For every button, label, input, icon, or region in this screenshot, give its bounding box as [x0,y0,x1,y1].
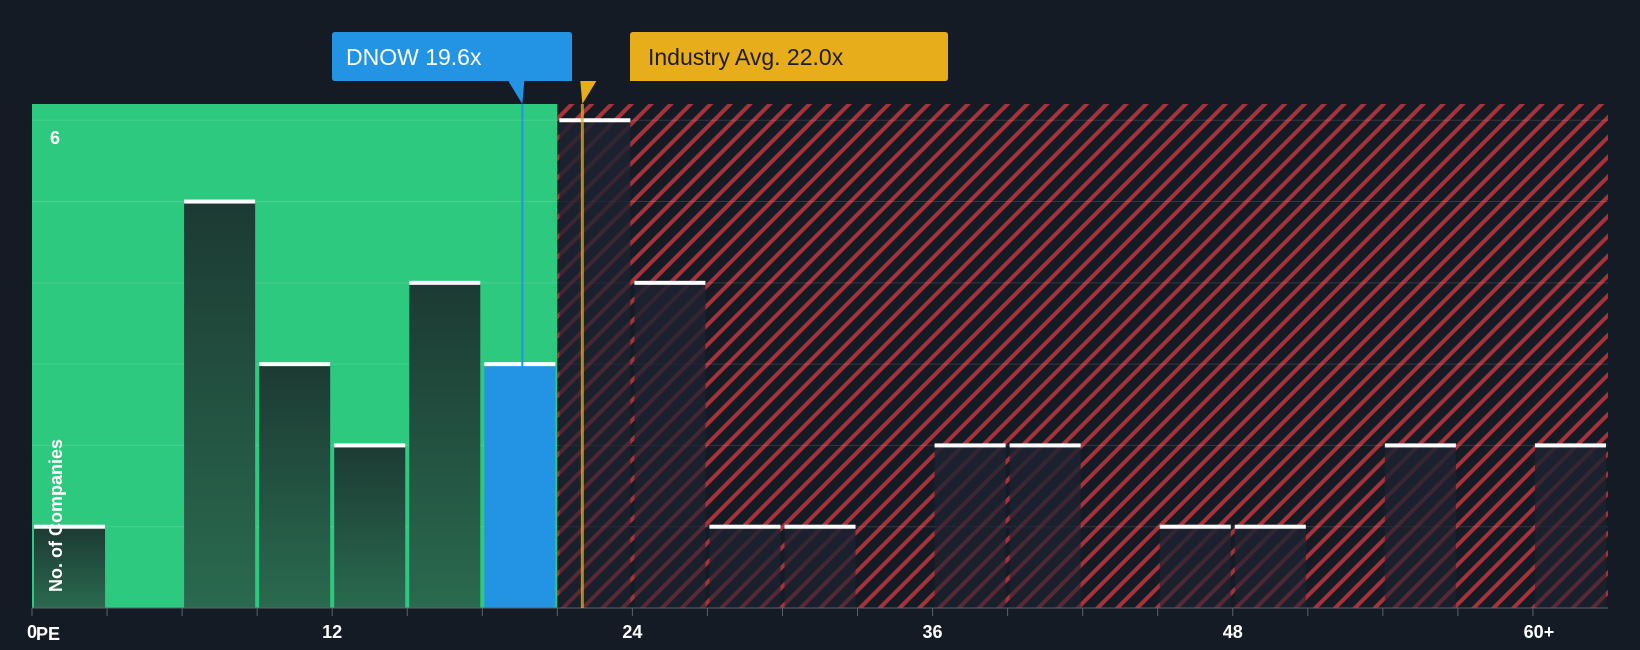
histogram-bar [184,201,256,608]
bar-cap [409,280,481,285]
histogram-bar [559,120,631,609]
bar-cap [1234,524,1306,529]
x-tick-label: 48 [1223,622,1243,642]
bar-cap [259,362,331,367]
histogram-bar [1534,445,1606,608]
bar-cap [1384,443,1456,448]
histogram-bar [934,445,1006,608]
x-tick-label: 36 [923,622,943,642]
histogram-bar [259,364,331,608]
histogram-bar [334,445,406,608]
histogram-bar [784,526,856,608]
histogram-bar [1234,526,1306,608]
bar-cap [34,524,106,529]
histogram-bar [1384,445,1456,608]
bar-cap [1534,443,1606,448]
bar-cap [184,199,256,204]
histogram-bar [484,364,556,608]
bar-cap [484,362,556,367]
industry-callout-box [580,32,948,104]
industry-callout-label: Industry Avg. 22.0x [648,44,844,70]
bars [34,118,1606,609]
industry-callout: Industry Avg. 22.0x [580,32,948,104]
company-callout-box [332,32,572,104]
bar-cap [784,524,856,529]
histogram-bar [1159,526,1231,608]
company-callout-label: DNOW 19.6x [346,44,482,70]
x-tick-label: 0 [27,622,37,642]
x-tick-label: 12 [322,622,342,642]
histogram-bar [1009,445,1081,608]
x-axis-title: PE [36,624,60,644]
y-tick-label: 6 [50,128,60,148]
histogram-bar [409,282,481,608]
bar-cap [559,118,631,123]
bar-cap [1009,443,1081,448]
x-tick-label: 60+ [1524,622,1555,642]
bar-cap [934,443,1006,448]
x-tick-label: 24 [622,622,642,642]
bar-cap [334,443,406,448]
bar-cap [634,280,706,285]
bar-cap [709,524,781,529]
y-axis-title: No. of Companies [46,439,66,592]
histogram-bar [634,282,706,608]
company-callout: DNOW 19.6x [332,32,572,104]
bar-cap [1159,524,1231,529]
x-ticks: 0 12 24 36 48 60+ [27,608,1554,642]
histogram-bar [709,526,781,608]
histogram-bar [34,526,106,608]
